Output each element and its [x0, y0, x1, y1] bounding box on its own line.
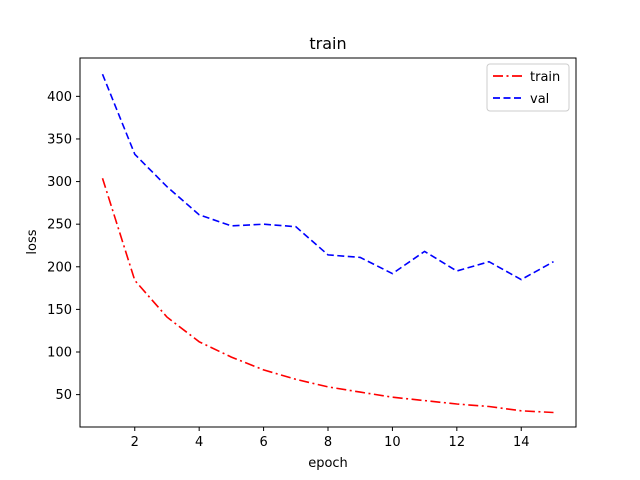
y-tick-label: 200 [47, 260, 72, 275]
y-tick-label: 300 [47, 175, 72, 190]
x-axis-label: epoch [308, 456, 348, 471]
chart-title: train [309, 34, 346, 53]
x-tick-label: 4 [195, 435, 203, 450]
x-axis: 2 4 6 8 10 12 14 [131, 427, 530, 450]
x-tick-label: 14 [513, 435, 530, 450]
series-line-train [101, 177, 554, 414]
x-tick-label: 8 [324, 435, 332, 450]
legend-label-train: train [530, 70, 560, 85]
y-axis-label: loss [25, 229, 40, 254]
y-axis: 50 100 150 200 250 300 350 400 [47, 90, 80, 403]
y-tick-label: 350 [47, 132, 72, 147]
series-lines [101, 73, 554, 414]
y-tick-label: 250 [47, 218, 72, 233]
y-tick-label: 150 [47, 303, 72, 318]
x-tick-label: 6 [259, 435, 267, 450]
y-tick-label: 50 [55, 388, 72, 403]
x-tick-label: 2 [131, 435, 139, 450]
x-tick-label: 12 [449, 435, 466, 450]
plot-area [79, 57, 577, 428]
y-tick-label: 100 [47, 346, 72, 361]
series-line-val [101, 73, 554, 281]
legend: train val [486, 63, 570, 112]
y-tick-label: 400 [47, 90, 72, 105]
legend-label-val: val [530, 92, 549, 107]
x-tick-label: 10 [384, 435, 401, 450]
